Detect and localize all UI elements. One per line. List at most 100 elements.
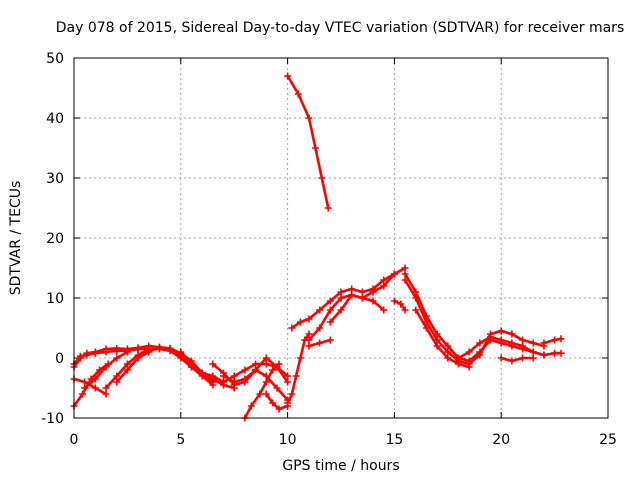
series-arc-24 [540, 335, 565, 347]
x-tick-label: 15 [385, 432, 403, 448]
series-arc-13 [284, 330, 313, 407]
data-point [102, 363, 110, 371]
data-point [102, 384, 110, 392]
data-point [476, 339, 484, 347]
x-tick-label: 20 [492, 432, 510, 448]
data-point [348, 285, 356, 293]
data-point [177, 348, 185, 356]
data-point [551, 349, 559, 357]
series-line [264, 392, 289, 411]
data-point [337, 294, 345, 302]
data-point [262, 378, 270, 386]
data-point [497, 336, 505, 344]
data-point [241, 375, 249, 383]
series-line [115, 345, 215, 384]
data-point [81, 378, 89, 386]
data-point [273, 384, 281, 392]
data-point [529, 354, 537, 362]
data-point [220, 378, 228, 386]
data-point [123, 366, 131, 374]
series-arc-25 [284, 72, 332, 212]
data-point [113, 347, 121, 355]
data-point [369, 297, 377, 305]
data-point [241, 366, 249, 374]
data-point [134, 354, 142, 362]
data-point [155, 343, 163, 351]
data-point [145, 348, 153, 356]
data-point [508, 330, 516, 338]
data-point [508, 339, 516, 347]
data-point [275, 360, 283, 368]
data-point [296, 318, 304, 326]
y-tick-label: 0 [55, 351, 64, 367]
plot-frame [73, 57, 609, 419]
data-point [326, 306, 334, 314]
data-point [284, 72, 292, 80]
data-point [529, 339, 537, 347]
data-point [540, 351, 548, 359]
data-point [412, 294, 420, 302]
data-point [380, 276, 388, 284]
data-point [113, 378, 121, 386]
series-line [393, 299, 407, 312]
series-arc-11 [241, 360, 283, 422]
data-point [454, 354, 462, 362]
series-arc-18 [390, 297, 409, 314]
data-point [326, 297, 334, 305]
series-arc-7 [113, 343, 217, 386]
series-layer [70, 72, 565, 422]
series-arc-16 [305, 336, 334, 350]
data-point [305, 315, 313, 323]
x-axis-title: GPS time / hours [282, 458, 399, 474]
data-point [187, 363, 195, 371]
data-point [444, 348, 452, 356]
data-point [252, 360, 260, 368]
data-point [454, 360, 462, 368]
data-point [316, 324, 324, 332]
tick-layer: 0 5 10 15 20 25 -10 0 10 20 30 40 50 [41, 51, 617, 448]
data-point [465, 363, 473, 371]
data-point [311, 144, 319, 152]
data-point [262, 354, 270, 362]
data-point [275, 405, 283, 413]
data-point [123, 360, 131, 368]
data-point [262, 360, 270, 368]
series-line [499, 356, 535, 363]
data-point [324, 204, 332, 212]
data-point [187, 357, 195, 365]
chart-title: Day 078 of 2015, Sidereal Day-to-day VTE… [56, 20, 624, 36]
series-arc-23 [497, 354, 537, 365]
data-point [551, 336, 559, 344]
y-tick-label: 20 [46, 231, 64, 247]
data-point [305, 114, 313, 122]
data-point [390, 270, 398, 278]
series-arc-21 [412, 306, 473, 371]
y-tick-label: -10 [41, 411, 64, 427]
data-point [305, 330, 313, 338]
data-point [497, 327, 505, 335]
y-tick-label: 50 [46, 51, 64, 67]
data-point [326, 318, 334, 326]
data-point [247, 402, 255, 410]
data-point [288, 324, 296, 332]
data-point [81, 384, 89, 392]
data-point [316, 306, 324, 314]
data-point [487, 333, 495, 341]
data-point [557, 349, 565, 357]
data-point [465, 348, 473, 356]
data-point [292, 372, 300, 380]
data-point [284, 399, 292, 407]
x-tick-label: 0 [70, 432, 79, 448]
data-point [380, 282, 388, 290]
data-point [412, 306, 420, 314]
data-point [102, 390, 110, 398]
data-point [401, 276, 409, 284]
data-point [83, 351, 91, 359]
series-line [403, 278, 546, 366]
series-arc-17 [326, 291, 388, 326]
data-point [557, 335, 565, 343]
data-point [284, 372, 292, 380]
data-point [508, 357, 516, 365]
data-point [519, 354, 527, 362]
grid-layer [74, 58, 608, 418]
